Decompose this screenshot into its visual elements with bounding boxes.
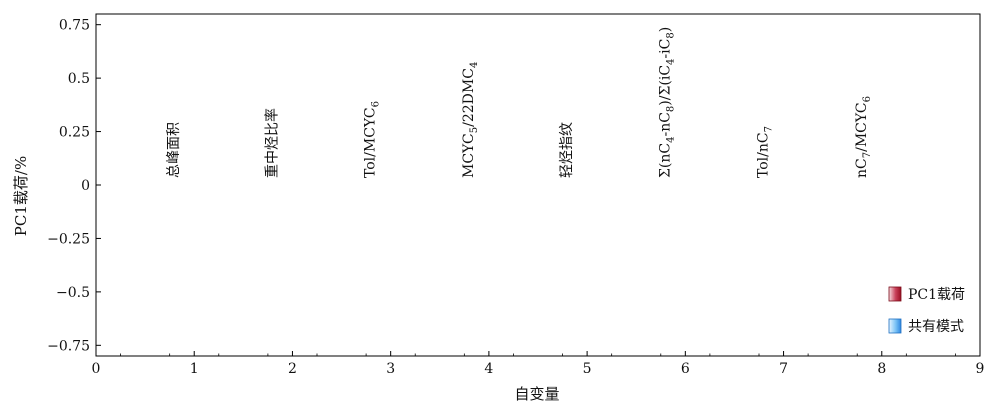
legend-swatch-common — [888, 318, 902, 334]
axes-layer: 0 1 2 3 4 5 6 7 8 9 0.75 0.5 0.25 0 −0.25 −0.5 −0.75 — [47, 13, 985, 377]
x-tick-label: 2 — [288, 361, 297, 377]
category-label-subscript: 5 — [469, 127, 480, 133]
category-label: Tol/nC7 — [756, 126, 775, 178]
category-label-text: ) — [657, 27, 673, 32]
category-label-subscript: 8 — [665, 32, 676, 38]
category-label-text: Tol/nC — [756, 132, 772, 178]
category-label-text: 总峰面积 — [166, 122, 182, 178]
category-label: Tol/MCYC6 — [363, 101, 382, 178]
legend-swatch-pc1 — [888, 286, 902, 302]
legend: PC1载荷 共有模式 — [888, 286, 965, 335]
category-label-subscript: 4 — [665, 137, 676, 143]
category-label-text: /22DMC — [461, 68, 477, 127]
category-label-subscript: 8 — [665, 106, 676, 112]
legend-label-pc1: PC1载荷 — [908, 287, 965, 303]
category-label: Σ(nC4-nC8)/Σ(iC4-iC8) — [657, 27, 676, 178]
category-label-text: 轻烃指纹 — [559, 122, 575, 178]
y-tick-label: 0.75 — [59, 18, 90, 34]
x-tick-label: 9 — [976, 361, 985, 377]
x-tick-label: 1 — [190, 361, 199, 377]
category-label-text: nC — [854, 158, 870, 178]
category-label: 重中烃比率 — [263, 108, 280, 178]
category-label-text: /MCYC — [854, 102, 870, 151]
category-label-subscript: 4 — [469, 62, 480, 68]
x-tick-label: 6 — [681, 361, 690, 377]
category-label-subscript: 7 — [862, 152, 873, 158]
category-label-subscript: 6 — [862, 96, 873, 102]
x-axis-title: 自变量 — [514, 385, 559, 403]
category-label-text: -iC — [657, 39, 673, 59]
category-label-subscript: 7 — [764, 126, 775, 132]
category-label-text: )/Σ(iC — [657, 65, 673, 106]
plot-frame — [95, 13, 981, 357]
category-label: MCYC5/22DMC4 — [461, 62, 480, 178]
x-tick-label: 7 — [779, 361, 788, 377]
category-label-text: Σ(nC — [657, 143, 673, 178]
x-tick-label: 4 — [484, 361, 493, 377]
category-label: nC7/MCYC6 — [854, 96, 873, 178]
y-tick-label: −0.5 — [56, 285, 90, 301]
category-label-text: -nC — [657, 112, 673, 136]
category-label: 总峰面积 — [166, 122, 182, 178]
x-tick-label: 8 — [877, 361, 886, 377]
x-tick-label: 0 — [92, 361, 101, 377]
category-label-text: 重中烃比率 — [263, 108, 280, 178]
x-tick-label: 5 — [583, 361, 592, 377]
y-tick-label: 0.25 — [59, 125, 90, 141]
legend-label-common: 共有模式 — [908, 319, 964, 335]
category-label: 轻烃指纹 — [559, 122, 575, 178]
y-axis-title: PC1载荷/% — [12, 156, 30, 236]
y-tick-label: 0 — [81, 178, 90, 194]
y-tick-label: −0.25 — [47, 231, 90, 247]
x-tick-label: 3 — [386, 361, 395, 377]
category-label-subscript: 6 — [371, 101, 382, 107]
category-label-text: MCYC — [461, 133, 477, 178]
y-tick-label: −0.75 — [47, 338, 90, 354]
category-label-text: Tol/MCYC — [363, 107, 379, 178]
category-label-subscript: 4 — [665, 59, 676, 65]
y-tick-label: 0.5 — [68, 71, 90, 87]
